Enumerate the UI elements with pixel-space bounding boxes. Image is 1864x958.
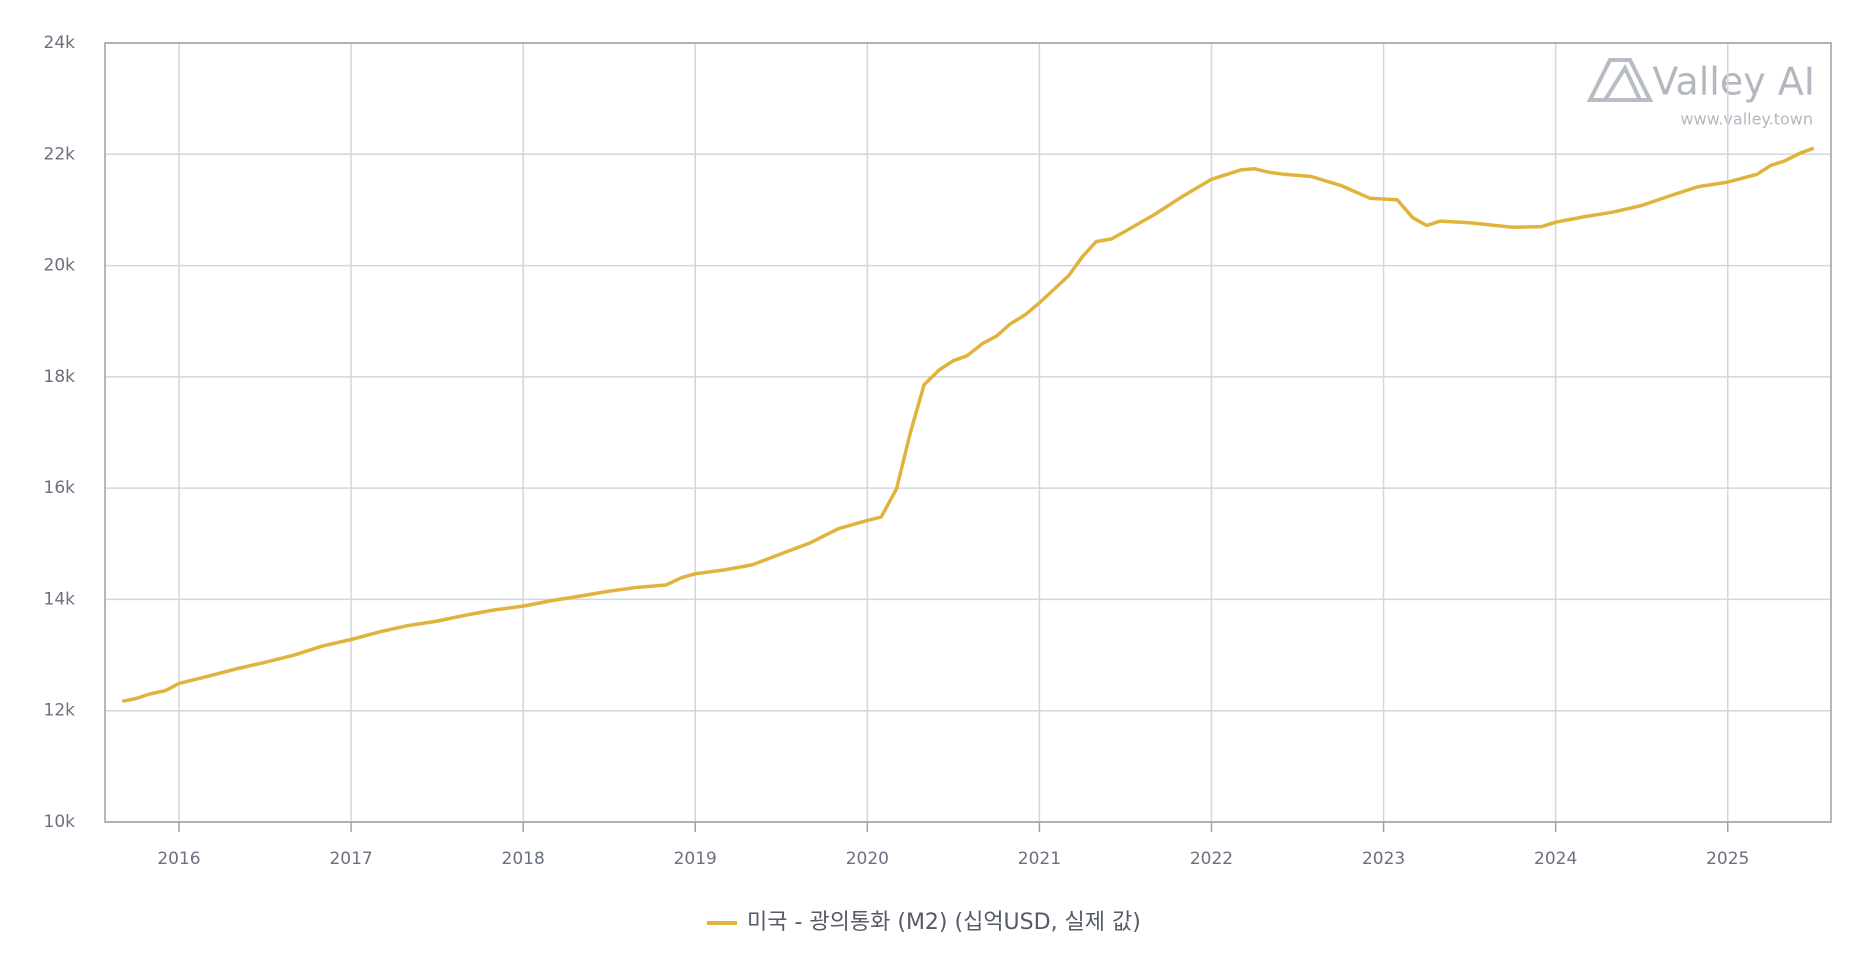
x-tick-label: 2016 xyxy=(157,849,200,869)
watermark-brand: Valley AI xyxy=(1652,60,1815,104)
legend-label: 미국 - 광의통화 (M2) (십억USD, 실제 값) xyxy=(747,910,1141,935)
x-tick-label: 2025 xyxy=(1706,849,1749,869)
y-tick-label: 20k xyxy=(44,256,76,276)
watermark-url: www.valley.town xyxy=(1681,110,1813,129)
x-tick-label: 2023 xyxy=(1362,849,1405,869)
y-tick-label: 10k xyxy=(44,812,76,832)
x-tick-label: 2018 xyxy=(502,849,545,869)
y-tick-label: 24k xyxy=(44,33,76,53)
line-series xyxy=(121,146,1815,704)
logo-icon xyxy=(1586,58,1654,102)
x-tick-label: 2020 xyxy=(846,849,889,869)
y-tick-label: 14k xyxy=(44,589,76,609)
x-tick-label: 2017 xyxy=(329,849,372,869)
y-tick-label: 16k xyxy=(44,478,76,498)
x-tick-label: 2019 xyxy=(674,849,717,869)
y-tick-label: 12k xyxy=(44,701,76,721)
x-tick-label: 2022 xyxy=(1190,849,1233,869)
plot-frame xyxy=(104,42,1832,823)
y-tick-label: 22k xyxy=(44,144,76,164)
x-tick-label: 2021 xyxy=(1018,849,1061,869)
y-tick-label: 18k xyxy=(44,367,76,387)
x-tick-label: 2024 xyxy=(1534,849,1577,869)
